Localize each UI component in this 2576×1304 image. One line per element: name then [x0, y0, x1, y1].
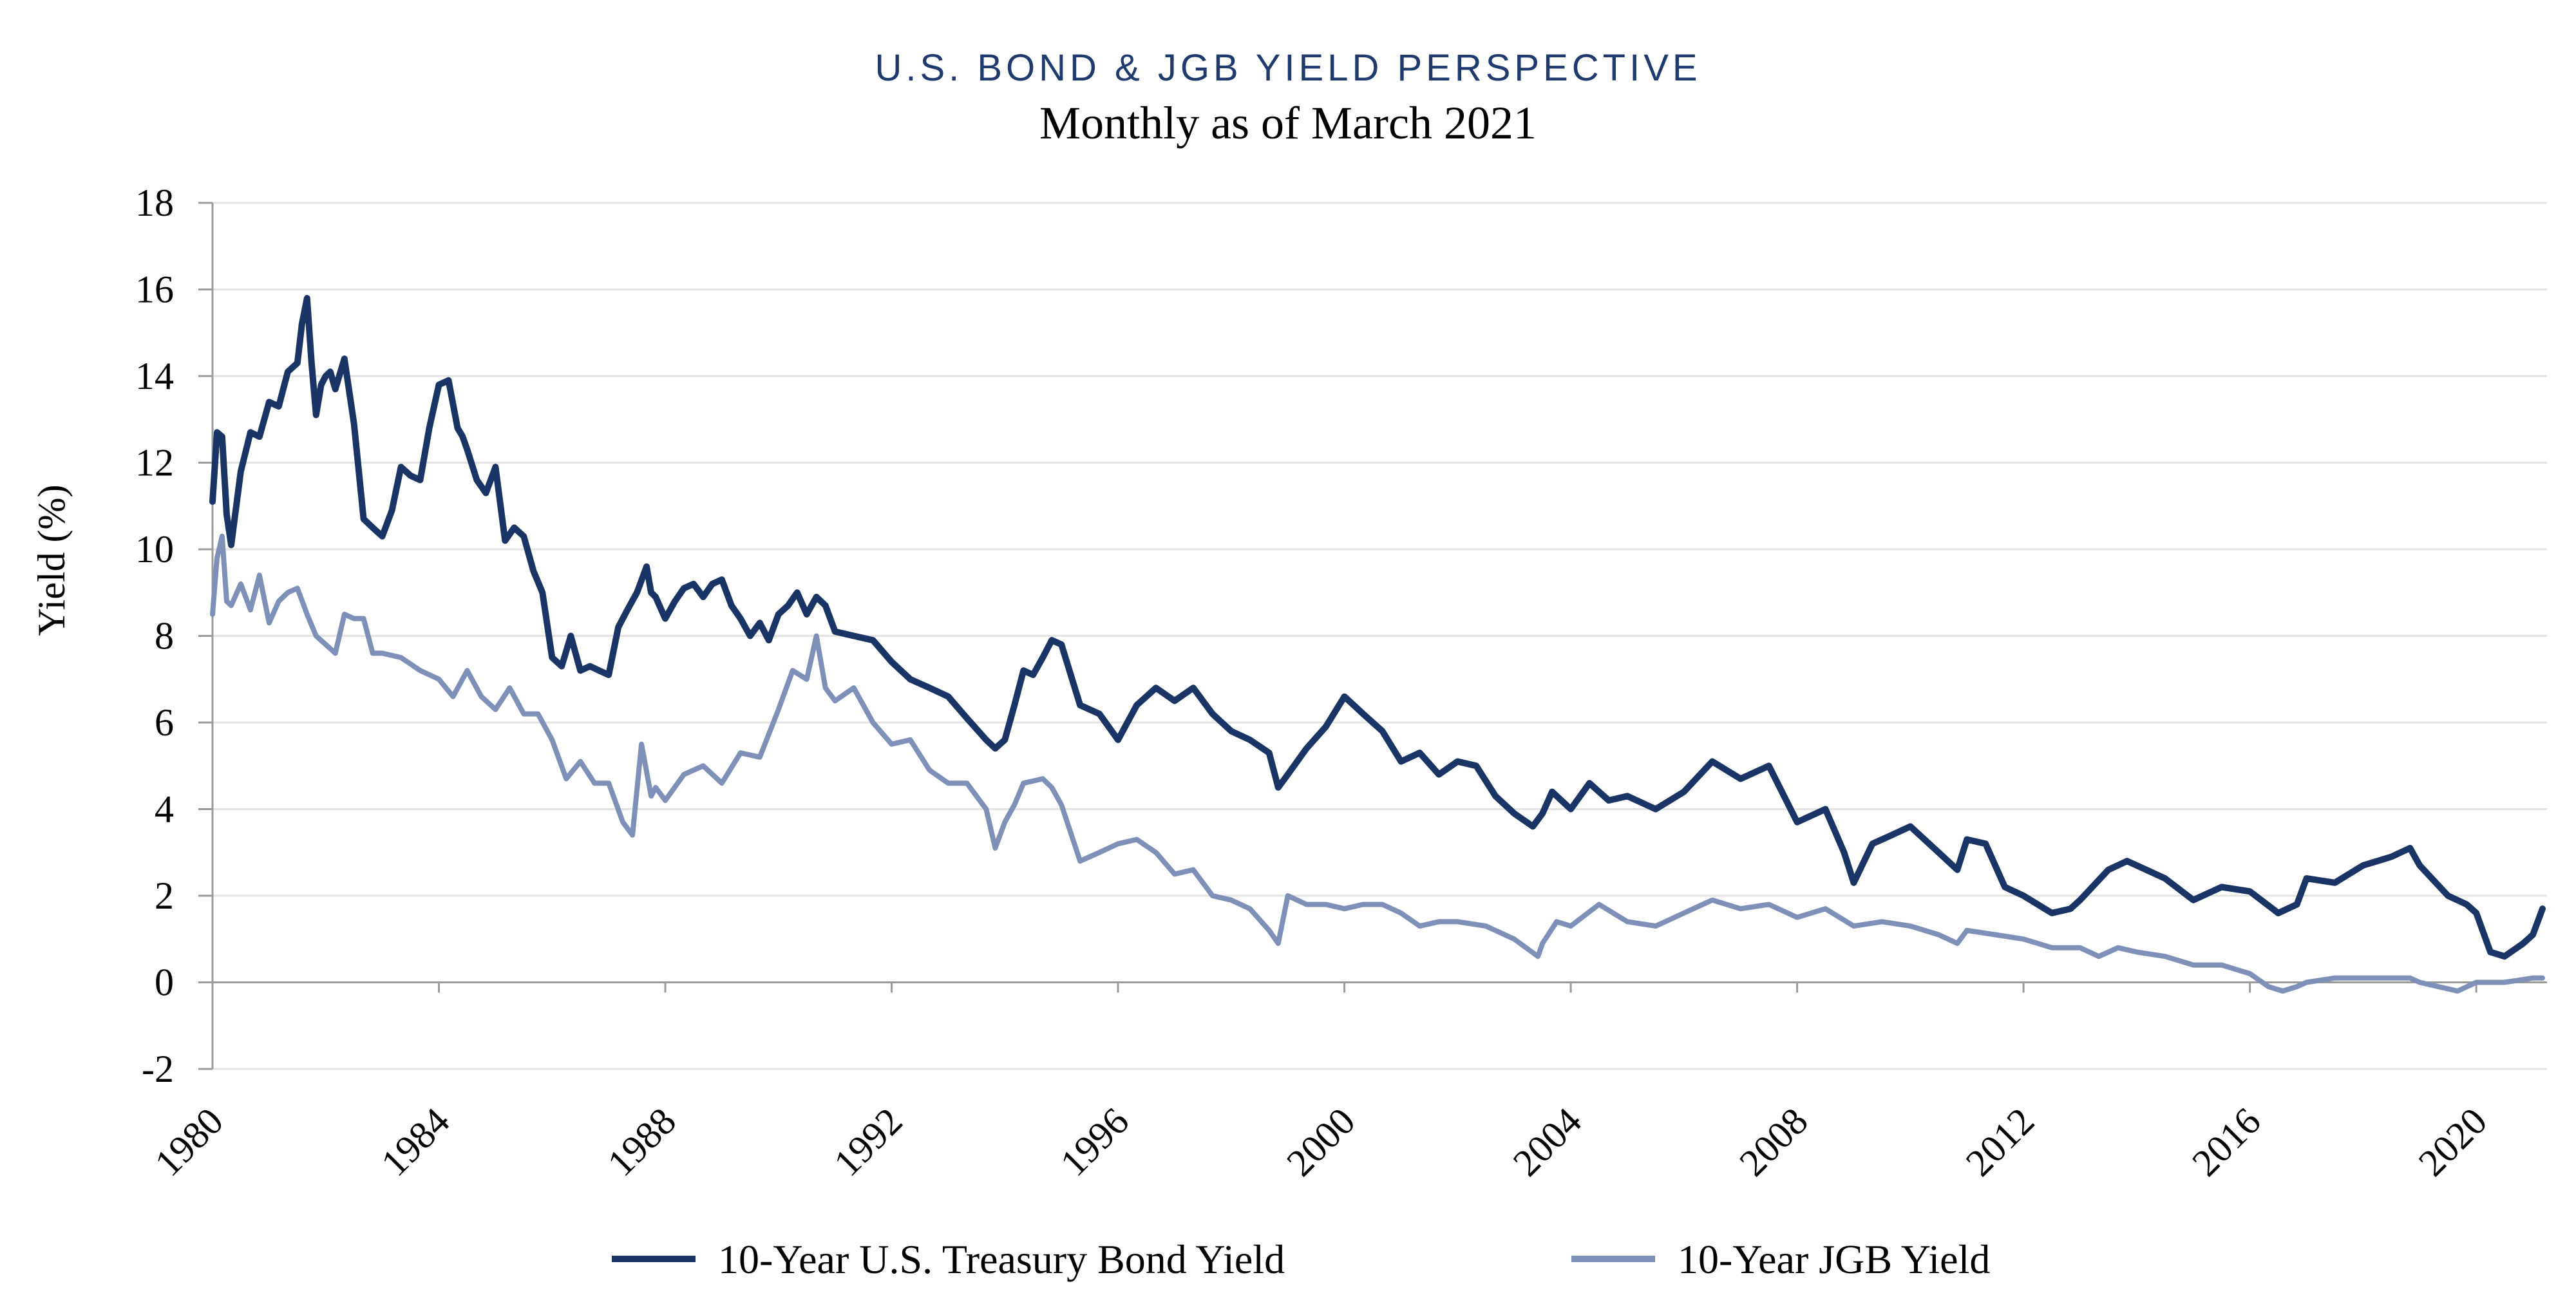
- legend-label-jgb: 10-Year JGB Yield: [1678, 1236, 1990, 1282]
- y-tick-label-16: 16: [135, 269, 174, 311]
- y-tick-label-18: 18: [135, 182, 174, 224]
- y-tick-label-2: 2: [155, 874, 174, 917]
- y-tick-label-0: 0: [155, 961, 174, 1004]
- x-tick-label-2016: 2016: [2184, 1100, 2269, 1185]
- x-tick-label-1980: 1980: [147, 1100, 232, 1185]
- y-tick-label-14: 14: [135, 355, 174, 397]
- y-axis-label: Yield (%): [30, 485, 73, 636]
- chart-subtitle: Monthly as of March 2021: [1039, 97, 1537, 149]
- series-lines: [209, 295, 2546, 994]
- series-line-us-treasury: [209, 295, 2546, 960]
- y-tick-label-10: 10: [135, 528, 174, 571]
- x-tick-labels: 1980 1984 1988 1992 1996 2000 2004 2008 2012 2016…: [147, 1100, 2496, 1185]
- y-tick-label-12: 12: [135, 442, 174, 484]
- y-tick-label-6: 6: [155, 701, 174, 744]
- y-tick-labels: 18 16 14 12 10 8 6 4 2 0 -2: [135, 182, 174, 1090]
- x-tick-label-2020: 2020: [2410, 1100, 2496, 1185]
- gridlines: [213, 202, 2547, 1070]
- legend: 10-Year U.S. Treasury Bond Yield 10-Year…: [612, 1236, 1990, 1282]
- x-tick-label-2000: 2000: [1278, 1100, 1363, 1185]
- x-tick-label-2012: 2012: [1958, 1100, 2043, 1185]
- x-tick-label-1992: 1992: [826, 1100, 911, 1185]
- x-tick-label-2008: 2008: [1731, 1100, 1816, 1185]
- x-tick-label-2004: 2004: [1505, 1100, 1590, 1185]
- x-tick-label-1988: 1988: [600, 1100, 685, 1185]
- series-line-jgb: [210, 533, 2545, 994]
- y-tick-label--2: -2: [142, 1048, 174, 1090]
- y-tick-label-4: 4: [155, 788, 174, 831]
- legend-label-us: 10-Year U.S. Treasury Bond Yield: [718, 1236, 1285, 1282]
- y-tick-label-8: 8: [155, 615, 174, 657]
- x-tick-label-1984: 1984: [373, 1100, 458, 1185]
- axes: [198, 202, 2547, 1070]
- x-tick-label-1996: 1996: [1052, 1100, 1137, 1185]
- chart-title: U.S. BOND & JGB YIELD PERSPECTIVE: [875, 47, 1701, 89]
